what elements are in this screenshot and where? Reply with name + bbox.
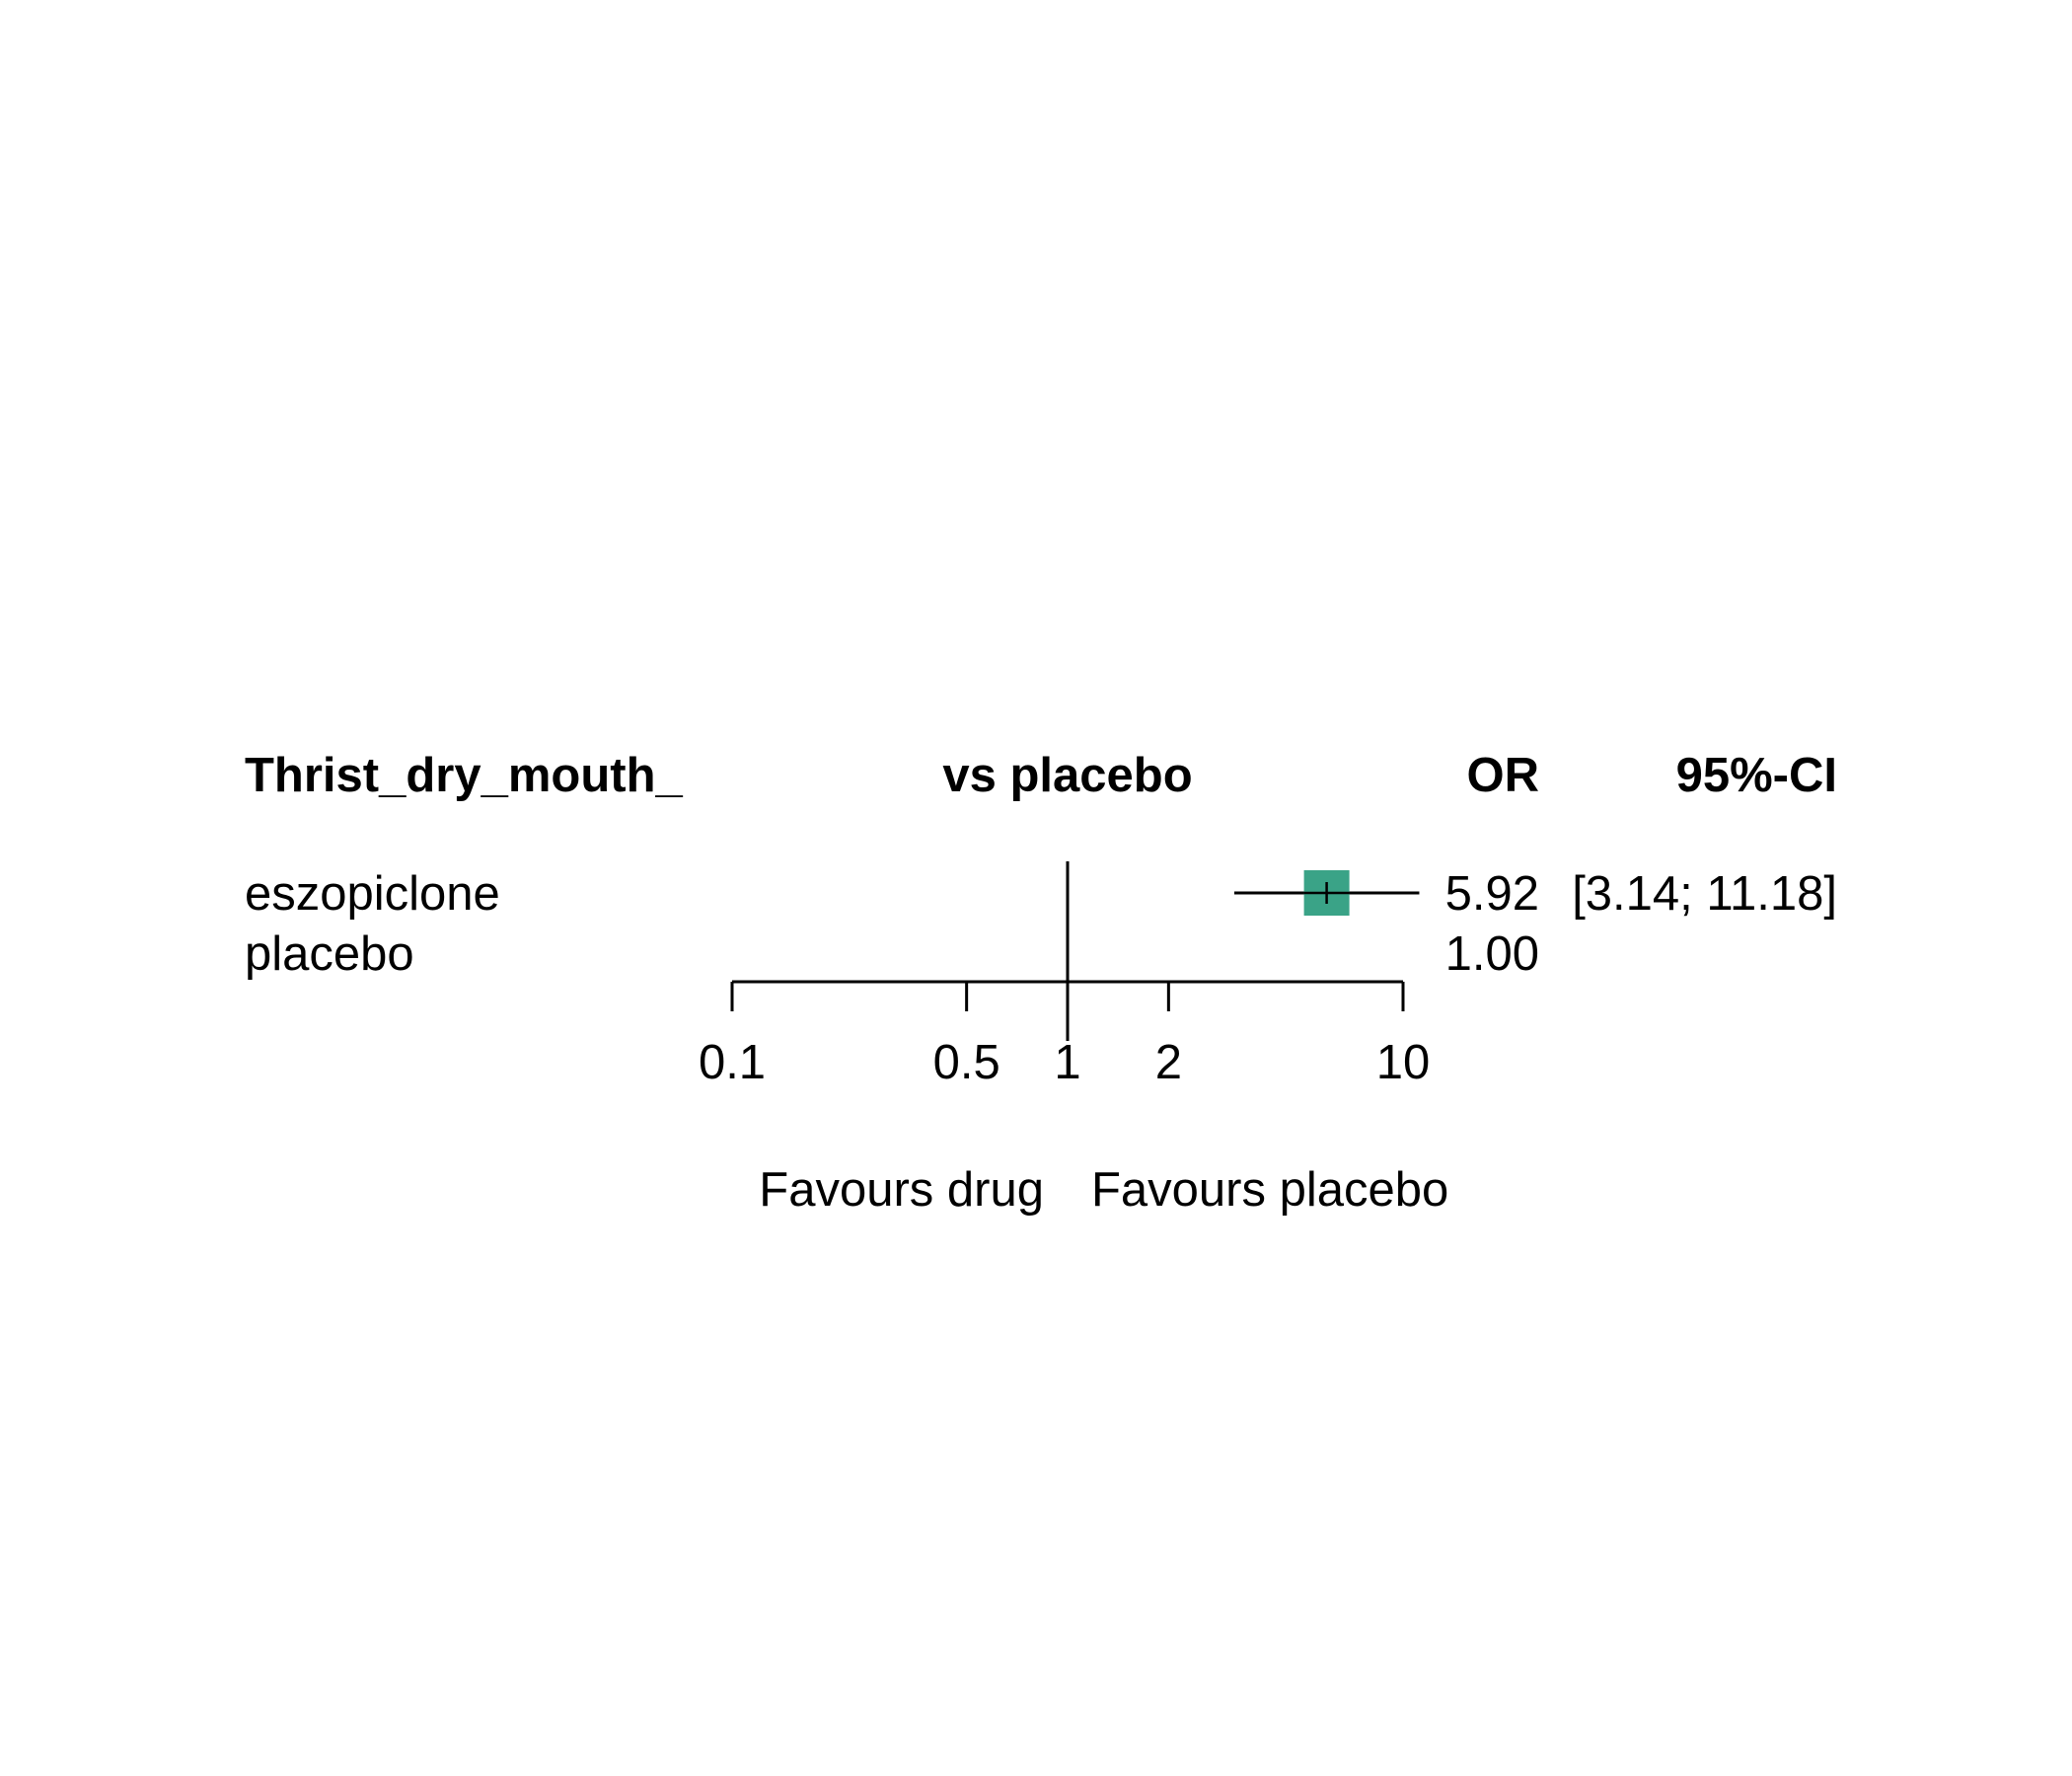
favours-left-label: Favours drug xyxy=(759,1163,1044,1217)
x-tick-label: 10 xyxy=(1376,1036,1431,1089)
favours-right-label: Favours placebo xyxy=(1091,1163,1448,1217)
ci-header: 95%-CI xyxy=(1676,749,1837,802)
or-value-placebo: 1.00 xyxy=(1445,927,1539,981)
x-tick-label: 1 xyxy=(1054,1036,1080,1089)
row-label-eszopiclone: eszopiclone xyxy=(245,867,500,921)
x-tick-label: 2 xyxy=(1155,1036,1182,1089)
plot-marks: 0.1 0.5 1 2 10 xyxy=(699,861,1430,1089)
x-tick-label: 0.5 xyxy=(933,1036,1000,1089)
ci-value-eszopiclone: [3.14; 11.18] xyxy=(1572,867,1837,921)
row-label-placebo: placebo xyxy=(245,927,414,981)
or-value-eszopiclone: 5.92 xyxy=(1445,867,1539,921)
comparison-header: vs placebo xyxy=(942,749,1192,802)
x-tick-label: 0.1 xyxy=(699,1036,766,1089)
or-header: OR xyxy=(1467,749,1540,802)
outcome-header: Thrist_dry_mouth_ xyxy=(245,749,684,802)
